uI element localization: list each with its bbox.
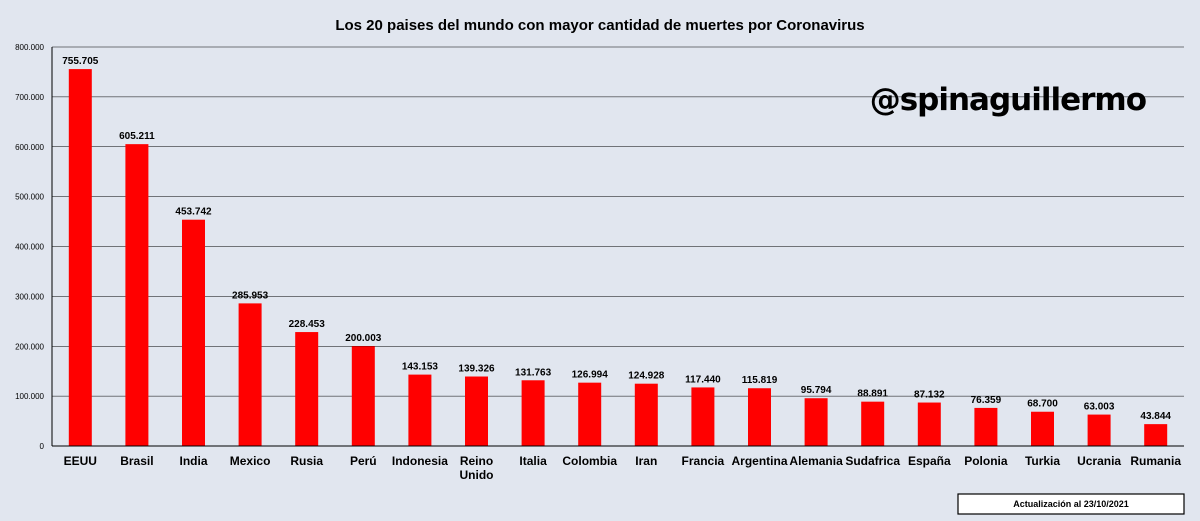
bar-sudafrica [861, 401, 885, 446]
x-tick-label: Brasil [120, 454, 153, 468]
bar-mexico [238, 303, 262, 446]
y-tick-label: 700.000 [15, 93, 44, 102]
bar-alemania [804, 398, 828, 446]
x-tick-label: Francia [682, 454, 725, 468]
x-tick-label: Ucrania [1077, 454, 1121, 468]
data-labels: 755.705 605.211 453.742 285.953 228.453 200.0… [62, 56, 1171, 422]
chart-title: Los 20 paises del mundo con mayor cantid… [335, 17, 864, 34]
x-tick-label: Alemania [789, 454, 843, 468]
bar-polonia [974, 407, 998, 446]
data-label: 453.742 [175, 207, 212, 218]
y-axis-tick-labels: 0 100.000 200.000 300.000 400.000 500.000 600.… [15, 43, 44, 451]
bar-india [182, 219, 205, 446]
x-tick-label: Reino Unido [460, 454, 494, 482]
y-tick-label: 400.000 [15, 243, 44, 252]
bar-francia [691, 387, 715, 446]
y-tick-label: 500.000 [15, 193, 44, 202]
update-note-box [957, 493, 1185, 515]
x-tick-label: EEUU [64, 454, 97, 468]
data-label: 76.359 [971, 395, 1002, 406]
data-label: 605.211 [119, 131, 155, 142]
data-label: 124.928 [628, 371, 665, 382]
data-label: 68.700 [1027, 399, 1058, 410]
data-label: 115.819 [742, 375, 778, 386]
x-tick-label: Rusia [290, 454, 323, 468]
bar-turkia [1031, 411, 1054, 446]
y-tick-label: 800.000 [15, 43, 44, 52]
y-tick-label: 600.000 [15, 143, 44, 152]
bar-italia [521, 380, 545, 446]
bar-indonesia [408, 374, 432, 446]
bar-colombia [578, 382, 602, 446]
x-tick-label: Turkia [1025, 454, 1060, 468]
bar-rusia [295, 332, 319, 446]
x-tick-label: India [179, 454, 207, 468]
data-label: 88.891 [857, 389, 888, 400]
data-label: 43.844 [1140, 411, 1171, 422]
x-tick-label: España [908, 454, 951, 468]
x-tick-label: Colombia [562, 454, 617, 468]
x-tick-label: Sudafrica [845, 454, 900, 468]
bar-ucrania [1087, 414, 1111, 446]
x-axis-tick-labels: EEUU Brasil India Mexico Rusia Perú Indonesia R… [64, 454, 1182, 482]
bar-eeuu [68, 69, 92, 446]
data-label: 143.153 [402, 362, 439, 373]
x-tick-label: Mexico [230, 454, 271, 468]
data-label: 755.705 [62, 56, 99, 67]
data-label: 228.453 [289, 319, 326, 330]
bar-argentina [748, 388, 771, 446]
bar-rumania [1144, 424, 1168, 446]
x-tick-label: Rumania [1130, 454, 1181, 468]
data-label: 87.132 [914, 390, 945, 401]
x-tick-label: Argentina [731, 454, 787, 468]
data-label: 200.003 [345, 333, 382, 344]
data-label: 63.003 [1084, 402, 1115, 413]
bars [68, 69, 1168, 447]
bar-españa [917, 402, 941, 446]
data-label: 95.794 [801, 385, 832, 396]
data-label: 131.763 [515, 367, 552, 378]
data-label: 126.994 [572, 370, 609, 381]
watermark-handle: @spinaguillermo [870, 82, 1146, 118]
x-tick-label: Perú [350, 454, 377, 468]
data-label: 139.326 [458, 364, 495, 375]
x-tick-label: Polonia [964, 454, 1008, 468]
x-tick-label: Italia [519, 454, 547, 468]
y-tick-label: 300.000 [15, 292, 44, 301]
x-tick-label: Indonesia [392, 454, 448, 468]
bar-reino-unido [465, 376, 488, 446]
bar-iran [634, 383, 658, 446]
y-tick-label: 200.000 [15, 342, 44, 351]
y-tick-label: 0 [40, 442, 45, 451]
update-note: Actualización al 23/10/2021 [1013, 499, 1129, 509]
y-tick-label: 100.000 [15, 392, 44, 401]
bar-perú [351, 346, 375, 446]
data-label: 117.440 [685, 374, 721, 385]
data-label: 285.953 [232, 290, 269, 301]
x-tick-label: Iran [635, 454, 657, 468]
bar-brasil [125, 144, 149, 447]
